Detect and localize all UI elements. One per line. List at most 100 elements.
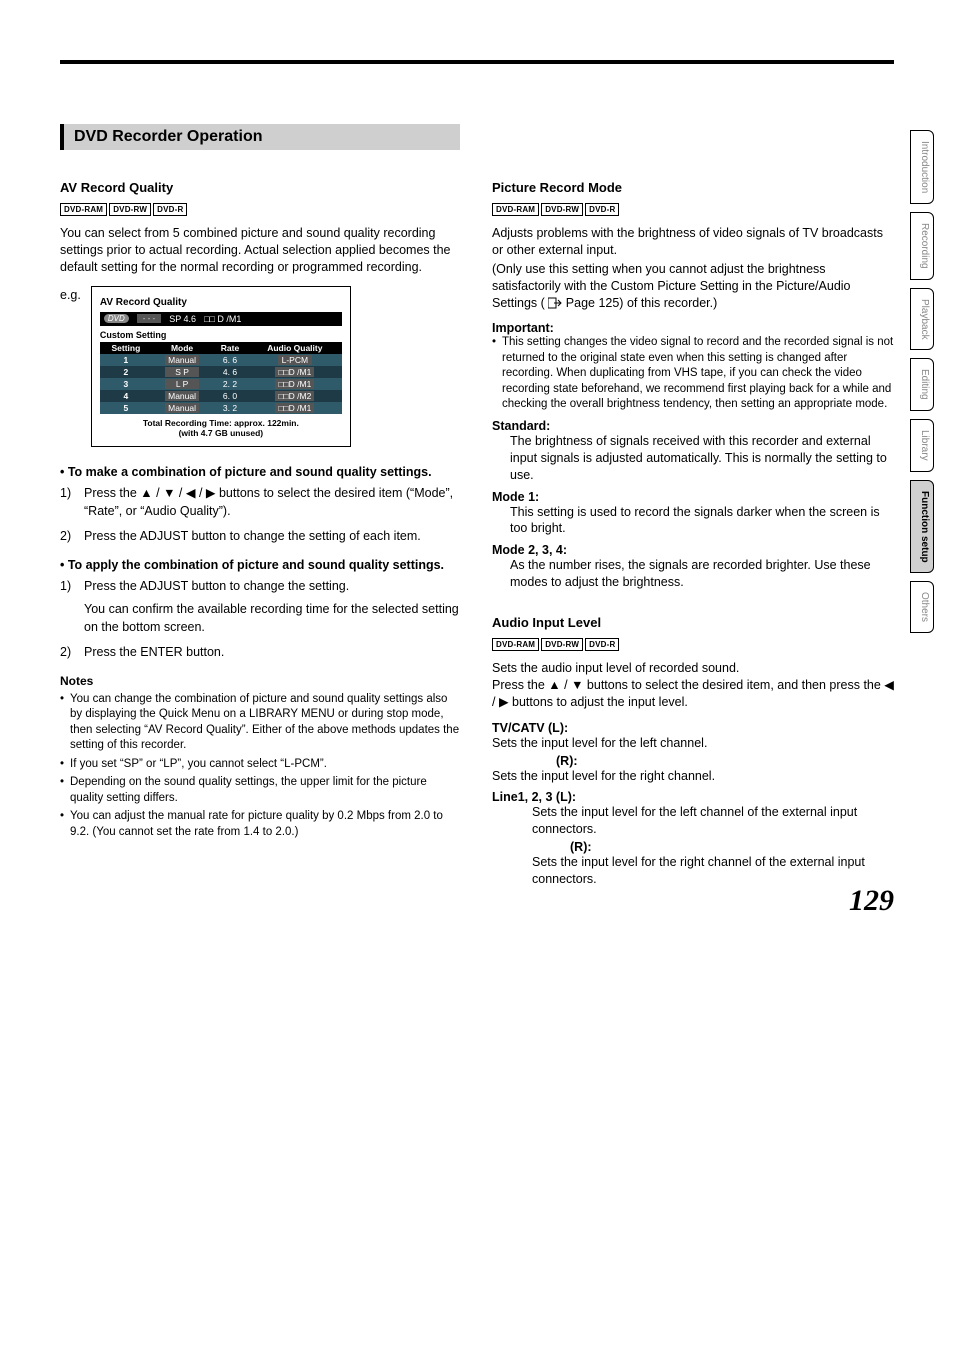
badge-dvd-ram: DVD-RAM xyxy=(492,203,539,216)
side-tab-recording[interactable]: Recording xyxy=(910,212,934,280)
table-cell: Manual xyxy=(152,354,212,366)
important-list: This setting changes the video signal to… xyxy=(492,335,894,413)
table-cell: □□D /M1 xyxy=(248,402,342,414)
note-item: If you set “SP” or “LP”, you cannot sele… xyxy=(70,757,462,773)
screen-top-row: DVD - - - SP 4.6 □□ D /M1 xyxy=(100,312,342,326)
side-tab-playback[interactable]: Playback xyxy=(910,288,934,351)
tvcatv-l-head: TV/CATV (L): xyxy=(492,721,894,735)
table-cell: L-PCM xyxy=(248,354,342,366)
example-row: e.g. AV Record Quality DVD - - - SP 4.6 … xyxy=(60,286,462,447)
badge-row-right: DVD-RAMDVD-RWDVD-R xyxy=(492,199,894,217)
table-cell: 3. 2 xyxy=(212,402,248,414)
badge-row: DVD-RAMDVD-RWDVD-R xyxy=(60,199,462,217)
def-term: Mode 1: xyxy=(492,490,894,504)
table-col: Mode xyxy=(152,342,212,354)
quality-table: SettingModeRateAudio Quality 1Manual6. 6… xyxy=(100,342,342,414)
table-row: 5Manual3. 2□□D /M1 xyxy=(100,402,342,414)
table-cell: □□D /M2 xyxy=(248,390,342,402)
table-cell: □□D /M1 xyxy=(248,378,342,390)
audio-intro: Sets the audio input level of recorded s… xyxy=(492,660,894,711)
side-tab-library[interactable]: Library xyxy=(910,419,934,472)
content-columns: AV Record Quality DVD-RAMDVD-RWDVD-R You… xyxy=(60,180,894,898)
dvd-pill: DVD xyxy=(104,314,129,323)
combo-step-2: Press the ADJUST button to change the se… xyxy=(84,529,421,543)
table-col: Audio Quality xyxy=(248,342,342,354)
quality-screen: AV Record Quality DVD - - - SP 4.6 □□ D … xyxy=(91,286,351,447)
important-body: This setting changes the video signal to… xyxy=(502,335,894,413)
note-item: Depending on the sound quality settings,… xyxy=(70,775,462,806)
table-row: 1Manual6. 6L-PCM xyxy=(100,354,342,366)
custom-setting-label: Custom Setting xyxy=(100,330,342,340)
eg-label: e.g. xyxy=(60,286,81,302)
dd-label: □□ D /M1 xyxy=(204,314,241,324)
table-cell: S P xyxy=(152,366,212,378)
table-cell: 4 xyxy=(100,390,152,402)
table-row: 3L P2. 2□□D /M1 xyxy=(100,378,342,390)
important-head: Important: xyxy=(492,321,894,335)
table-cell: 2 xyxy=(100,366,152,378)
table-row: 2S P4. 6□□D /M1 xyxy=(100,366,342,378)
tvcatv-r-body: Sets the input level for the right chann… xyxy=(492,768,894,785)
apply-note: You can confirm the available recording … xyxy=(84,602,459,634)
badge-row-audio: DVD-RAMDVD-RWDVD-R xyxy=(492,634,894,652)
table-cell: Manual xyxy=(152,402,212,414)
left-column: AV Record Quality DVD-RAMDVD-RWDVD-R You… xyxy=(60,180,462,898)
table-cell: 6. 0 xyxy=(212,390,248,402)
page-link-icon xyxy=(548,297,562,309)
table-cell: 6. 6 xyxy=(212,354,248,366)
combo-step-1: Press the ▲ / ▼ / ◀ / ▶ buttons to selec… xyxy=(84,486,453,518)
badge-dvd-rw: DVD-RW xyxy=(541,203,583,216)
line-r-head: (R): xyxy=(570,840,894,854)
page: Introduction Recording Playback Editing Libr… xyxy=(0,0,954,938)
side-tab-editing[interactable]: Editing xyxy=(910,358,934,411)
tvcatv-r-head: (R): xyxy=(556,754,894,768)
note-item: You can adjust the manual rate for pictu… xyxy=(70,809,462,840)
av-intro: You can select from 5 combined picture a… xyxy=(60,225,462,276)
badge-dvd-rw: DVD-RW xyxy=(109,203,151,216)
page-number: 129 xyxy=(849,884,894,918)
line-l-body: Sets the input level for the left channe… xyxy=(532,804,894,838)
table-row: 4Manual6. 0□□D /M2 xyxy=(100,390,342,402)
badge-dvd-r: DVD-R xyxy=(585,638,619,651)
combo-head: • To make a combination of picture and s… xyxy=(60,465,462,479)
notes-list: You can change the combination of pictur… xyxy=(60,692,462,841)
combo-steps: 1)Press the ▲ / ▼ / ◀ / ▶ buttons to sel… xyxy=(60,485,462,546)
screen-title: AV Record Quality xyxy=(100,297,342,308)
av-record-quality-head: AV Record Quality xyxy=(60,180,462,195)
pic-intro2: (Only use this setting when you cannot a… xyxy=(492,261,894,312)
table-cell: □□D /M1 xyxy=(248,366,342,378)
table-cell: 4. 6 xyxy=(212,366,248,378)
apply-head: • To apply the combination of picture an… xyxy=(60,558,462,572)
def-body: As the number rises, the signals are rec… xyxy=(510,557,894,591)
audio-input-level-head: Audio Input Level xyxy=(492,615,894,630)
badge-dvd-ram: DVD-RAM xyxy=(60,203,107,216)
sp-label: SP 4.6 xyxy=(169,314,196,324)
line-l-head: Line1, 2, 3 (L): xyxy=(492,790,894,804)
apply-step-1: Press the ADJUST button to change the se… xyxy=(84,579,349,593)
table-cell: 5 xyxy=(100,402,152,414)
line-r-body: Sets the input level for the right chann… xyxy=(532,854,894,888)
side-tabs: Introduction Recording Playback Editing Libr… xyxy=(910,130,934,633)
badge-dvd-r: DVD-R xyxy=(153,203,187,216)
table-cell: 1 xyxy=(100,354,152,366)
dash-box: - - - xyxy=(137,314,161,323)
pic-intro1: Adjusts problems with the brightness of … xyxy=(492,225,894,259)
side-tab-introduction[interactable]: Introduction xyxy=(910,130,934,204)
notes-head: Notes xyxy=(60,674,462,688)
table-col: Setting xyxy=(100,342,152,354)
def-term: Standard: xyxy=(492,419,894,433)
side-tab-others[interactable]: Others xyxy=(910,581,934,633)
table-cell: Manual xyxy=(152,390,212,402)
def-body: This setting is used to record the signa… xyxy=(510,504,894,538)
screen-footer: Total Recording Time: approx. 122min. (w… xyxy=(100,418,342,438)
picture-record-mode-head: Picture Record Mode xyxy=(492,180,894,195)
badge-dvd-rw: DVD-RW xyxy=(541,638,583,651)
top-rule xyxy=(60,60,894,64)
table-col: Rate xyxy=(212,342,248,354)
side-tab-function-setup[interactable]: Function setup xyxy=(910,480,934,574)
badge-dvd-r: DVD-R xyxy=(585,203,619,216)
table-cell: L P xyxy=(152,378,212,390)
apply-step-2: Press the ENTER button. xyxy=(84,645,224,659)
tvcatv-l-body: Sets the input level for the left channe… xyxy=(492,735,894,752)
def-term: Mode 2, 3, 4: xyxy=(492,543,894,557)
